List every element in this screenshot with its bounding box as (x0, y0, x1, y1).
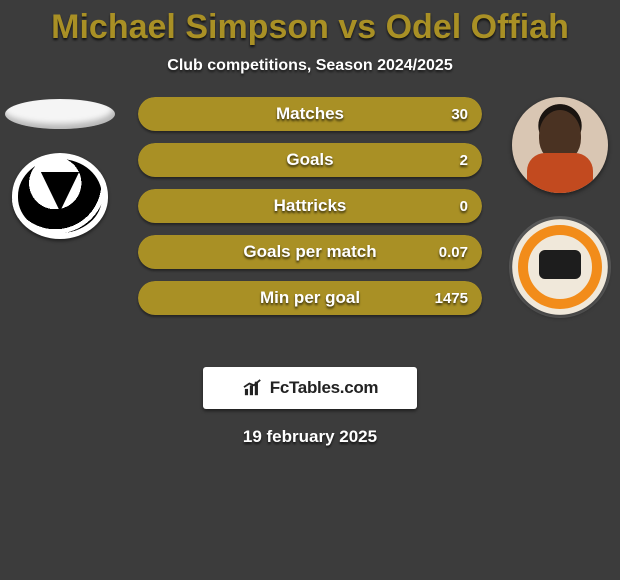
title-separator: vs (329, 8, 386, 46)
stat-label: Hattricks (274, 196, 347, 216)
player1-avatar-placeholder (5, 99, 115, 129)
player2-club-badge (512, 219, 608, 315)
comparison-stage: Matches 30 Goals 2 Hattricks 0 Goals per match… (0, 97, 620, 357)
stat-value-right: 30 (451, 106, 468, 123)
player1-club-badge (12, 153, 108, 239)
player1-name: Michael Simpson (51, 8, 329, 46)
stat-label: Min per goal (260, 288, 360, 308)
player1-column (0, 97, 120, 357)
stat-bar: Goals per match 0.07 (138, 235, 482, 269)
stat-bars: Matches 30 Goals 2 Hattricks 0 Goals per match… (138, 97, 482, 315)
player2-avatar (512, 97, 608, 193)
stat-bar: Goals 2 (138, 143, 482, 177)
subtitle: Club competitions, Season 2024/2025 (0, 57, 620, 75)
stat-value-right: 0 (460, 198, 468, 215)
chart-icon (242, 379, 264, 397)
brand-text: FcTables.com (270, 378, 379, 398)
brand-box: FcTables.com (203, 367, 417, 409)
comparison-title: Michael Simpson vs Odel Offiah (0, 0, 620, 47)
stat-fill-left (138, 97, 293, 131)
stat-fill-left (138, 143, 293, 177)
stat-bar: Hattricks 0 (138, 189, 482, 223)
snapshot-date: 19 february 2025 (0, 427, 620, 447)
stat-value-right: 2 (460, 152, 468, 169)
player2-column (500, 97, 620, 357)
stat-label: Goals per match (243, 242, 376, 262)
stat-bar: Matches 30 (138, 97, 482, 131)
stat-label: Matches (276, 104, 344, 124)
stat-value-right: 0.07 (439, 244, 468, 261)
stat-bar: Min per goal 1475 (138, 281, 482, 315)
stat-label: Goals (286, 150, 333, 170)
player2-name: Odel Offiah (386, 8, 569, 46)
stat-value-right: 1475 (435, 290, 468, 307)
